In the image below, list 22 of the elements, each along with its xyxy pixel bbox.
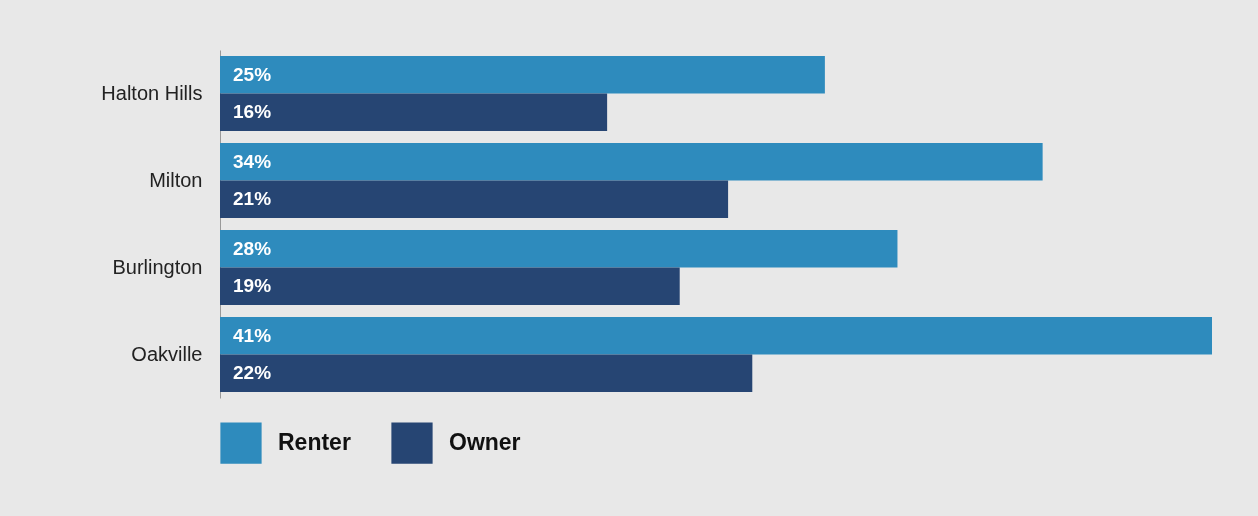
legend-label: Owner — [449, 429, 521, 456]
data-label: 21% — [233, 188, 272, 210]
bar — [220, 354, 753, 392]
bar — [220, 93, 608, 131]
y-tick-label: Burlington — [112, 255, 203, 278]
y-tick-label: Oakville — [131, 342, 203, 365]
data-label: 16% — [233, 101, 272, 123]
bar — [220, 267, 680, 305]
bar — [220, 143, 1043, 181]
data-label: 22% — [233, 362, 272, 384]
data-label: 25% — [233, 63, 272, 85]
data-label: 34% — [233, 150, 272, 172]
y-tick-label: Halton Hills — [101, 81, 203, 104]
bar — [220, 317, 1212, 355]
bar — [220, 230, 898, 268]
legend-label: Renter — [278, 429, 351, 456]
data-label: 28% — [233, 237, 272, 259]
data-label: 19% — [233, 275, 272, 297]
y-tick-label: Milton — [149, 168, 203, 191]
bar — [220, 180, 729, 218]
bar — [220, 56, 825, 94]
data-label: 41% — [233, 324, 272, 346]
